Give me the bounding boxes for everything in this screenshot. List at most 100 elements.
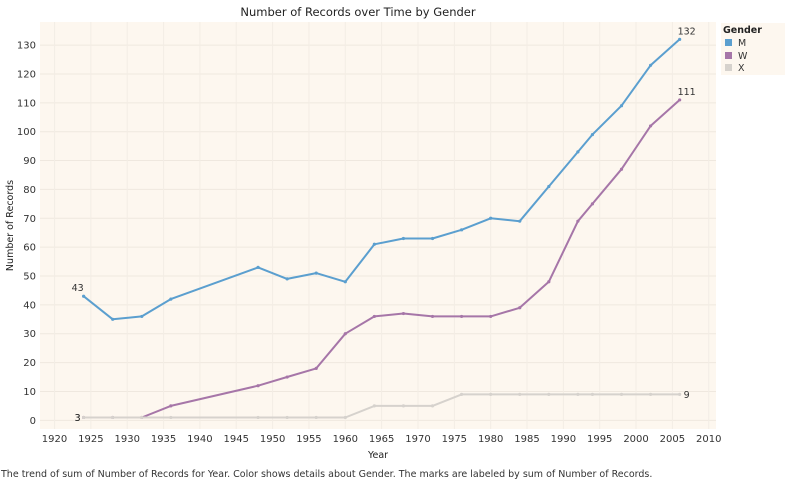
data-point-x	[169, 415, 173, 420]
data-point-w	[489, 314, 493, 319]
y-tick-label: 0	[30, 416, 36, 427]
y-tick-label: 50	[23, 272, 36, 283]
x-tick-label: 2010	[696, 434, 721, 445]
data-point-m	[169, 297, 173, 301]
data-label-m: 132	[678, 26, 696, 37]
data-point-x	[256, 415, 260, 420]
data-point-m	[489, 216, 493, 220]
data-point-w	[372, 314, 376, 319]
data-point-w	[619, 167, 624, 171]
data-point-x	[140, 415, 144, 420]
data-point-m	[401, 236, 406, 241]
x-tick-label: 1990	[551, 434, 576, 445]
data-point-x	[648, 392, 653, 396]
legend-swatch	[725, 51, 732, 59]
data-point-x	[678, 392, 682, 396]
legend-label: X	[738, 63, 745, 74]
series-lines	[82, 37, 682, 420]
y-tick-label: 20	[23, 358, 36, 369]
data-point-m	[82, 294, 86, 298]
data-point-w	[576, 219, 580, 223]
x-tick-label: 1965	[369, 434, 394, 445]
data-point-x	[285, 415, 289, 420]
data-point-w	[343, 332, 347, 336]
legend-item-x[interactable]: X	[725, 63, 745, 75]
legend-label: W	[738, 50, 748, 62]
data-point-x	[459, 392, 464, 396]
series-line-x	[83, 393, 680, 419]
x-tick-label: 1945	[224, 434, 249, 445]
data-point-m	[140, 314, 144, 319]
axes: 0 10 20 30 40 50 60 70 80 90 100 110 120 130 1920 1925 1…	[5, 41, 721, 461]
data-point-m	[590, 132, 595, 137]
data-point-x	[619, 392, 624, 396]
data-point-x	[547, 392, 551, 396]
legend-item-m[interactable]: M	[725, 38, 746, 50]
data-point-w	[678, 98, 682, 102]
data-point-w	[285, 375, 289, 379]
x-tick-label: 1935	[151, 434, 176, 445]
legend-swatch	[725, 64, 732, 71]
data-label-x: 9	[684, 390, 690, 401]
x-tick-label: 1940	[187, 434, 212, 445]
x-tick-label: 1925	[78, 434, 103, 445]
legend-label: M	[738, 38, 747, 49]
data-point-x	[343, 415, 347, 420]
legend-swatch	[725, 39, 732, 46]
y-tick-label: 10	[23, 387, 36, 398]
y-tick-label: 70	[23, 214, 36, 225]
data-point-m	[459, 228, 464, 232]
data-point-w	[547, 280, 551, 284]
data-point-w	[518, 306, 522, 310]
series-line-m	[82, 38, 681, 321]
data-point-x	[489, 392, 493, 396]
x-tick-label: 2000	[623, 434, 648, 445]
x-tick-label: 1975	[442, 434, 467, 445]
grid-lines	[40, 22, 716, 429]
x-tick-label: 2005	[660, 434, 685, 445]
data-point-x	[401, 404, 406, 408]
data-point-m	[430, 236, 435, 241]
data-point-w	[648, 124, 653, 128]
y-tick-label: 130	[17, 41, 36, 52]
chart-caption: The trend of sum of Number of Records fo…	[1, 469, 653, 480]
data-label-w: 111	[678, 87, 696, 98]
data-point-m	[285, 277, 289, 281]
data-point-w	[256, 384, 260, 388]
data-point-m	[547, 184, 551, 189]
x-tick-label: 1955	[296, 434, 321, 445]
data-point-m	[648, 63, 653, 67]
data-point-x	[576, 392, 580, 396]
y-tick-label: 120	[17, 69, 36, 80]
data-label-w: 3	[75, 413, 81, 424]
y-tick-label: 100	[17, 127, 36, 138]
x-tick-label: 1950	[260, 434, 285, 445]
y-tick-label: 90	[23, 156, 36, 167]
data-point-w	[459, 314, 464, 319]
x-tick-label: 1980	[478, 434, 503, 445]
data-label-m: 43	[72, 283, 84, 294]
y-tick-label: 110	[17, 98, 36, 109]
data-point-m	[518, 219, 522, 223]
data-point-w	[169, 404, 173, 408]
y-tick-label: 40	[23, 300, 36, 311]
data-point-m	[576, 150, 580, 154]
x-tick-label: 1920	[42, 434, 67, 445]
data-point-x	[82, 415, 86, 420]
data-point-w	[401, 311, 406, 316]
data-point-x	[314, 415, 318, 420]
x-tick-label: 1930	[114, 434, 139, 445]
x-axis-title: Year	[367, 450, 388, 461]
plot-area[interactable]	[40, 22, 716, 429]
data-point-w	[314, 366, 318, 370]
x-tick-label: 1985	[514, 434, 539, 445]
x-tick-label: 1960	[333, 434, 358, 445]
series-line-w	[83, 99, 681, 419]
data-point-m	[314, 271, 318, 275]
legend-item-w[interactable]: W	[725, 51, 747, 63]
data-label-x: 3	[75, 413, 81, 424]
data-point-x	[518, 392, 522, 396]
